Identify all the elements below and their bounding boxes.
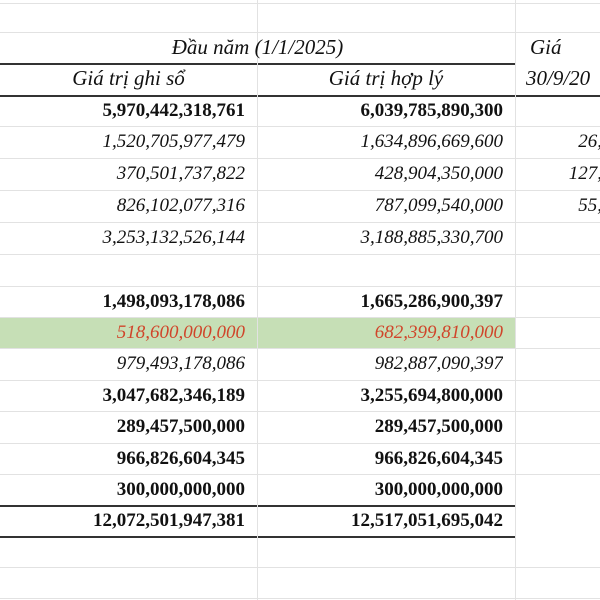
gridline (0, 348, 600, 349)
gridline (0, 598, 600, 599)
cell-fair[interactable]: 6,039,785,890,300 (360, 100, 504, 121)
gridline (0, 411, 600, 412)
gridline (0, 443, 600, 444)
cell-next[interactable] (515, 505, 600, 536)
header-book-value: Giá trị ghi sổ (72, 66, 185, 90)
header-group-title: Đầu năm (1/1/2025) (171, 35, 344, 59)
cell-fair[interactable]: 12,517,051,695,042 (351, 510, 503, 531)
column-divider (515, 0, 516, 600)
cell-next[interactable]: 127, (568, 163, 600, 184)
cell-fair[interactable]: 3,188,885,330,700 (360, 227, 504, 248)
cell-next[interactable] (515, 286, 600, 317)
cell-next[interactable]: 55, (578, 195, 600, 216)
gridline (0, 3, 600, 4)
cell-next[interactable] (515, 254, 600, 285)
cell-fair[interactable]: 966,826,604,345 (374, 448, 503, 469)
cell-fair[interactable]: 682,399,810,000 (374, 322, 503, 343)
cell-next[interactable] (515, 348, 600, 379)
header-fair-value: Giá trị hợp lý (328, 66, 444, 90)
header-next-line1: Giá (530, 35, 562, 59)
gridline (0, 254, 600, 255)
cell-book[interactable]: 3,253,132,526,144 (102, 227, 246, 248)
cell-next[interactable] (515, 95, 600, 126)
cell-fair[interactable] (257, 254, 503, 285)
cell-book[interactable]: 289,457,500,000 (116, 416, 245, 437)
gridline (0, 536, 516, 538)
gridline (0, 158, 600, 159)
cell-book[interactable]: 826,102,077,316 (116, 195, 245, 216)
gridline (0, 380, 600, 381)
gridline (0, 317, 600, 318)
cell-fair[interactable]: 982,887,090,397 (374, 353, 503, 374)
cell-next[interactable] (515, 380, 600, 411)
cell-fair[interactable]: 300,000,000,000 (374, 479, 503, 500)
cell-fair[interactable]: 1,665,286,900,397 (360, 291, 504, 312)
gridline (0, 567, 600, 568)
cell-book[interactable]: 1,498,093,178,086 (102, 291, 246, 312)
cell-fair[interactable]: 3,255,694,800,000 (360, 385, 504, 406)
gridline (0, 32, 600, 33)
cell-book[interactable]: 518,600,000,000 (116, 322, 245, 343)
cell-book[interactable]: 12,072,501,947,381 (93, 510, 245, 531)
cell-book[interactable] (0, 254, 245, 285)
header-next-line2: 30/9/20 (526, 66, 591, 90)
cell-next[interactable] (515, 411, 600, 442)
cell-fair[interactable]: 428,904,350,000 (374, 163, 503, 184)
cell-fair[interactable]: 289,457,500,000 (374, 416, 503, 437)
cell-book[interactable]: 5,970,442,318,761 (102, 100, 246, 121)
cell-next[interactable] (515, 317, 600, 348)
cell-fair[interactable]: 1,634,896,669,600 (360, 131, 504, 152)
gridline (0, 190, 600, 191)
cell-book[interactable]: 3,047,682,346,189 (102, 385, 246, 406)
gridline (0, 474, 600, 475)
cell-book[interactable]: 300,000,000,000 (116, 479, 245, 500)
gridline (0, 286, 600, 287)
cell-book[interactable]: 966,826,604,345 (116, 448, 245, 469)
cell-book[interactable]: 1,520,705,977,479 (102, 131, 246, 152)
cell-fair[interactable]: 787,099,540,000 (374, 195, 503, 216)
column-divider (257, 0, 258, 600)
cell-next[interactable] (515, 222, 600, 253)
cell-book[interactable]: 370,501,737,822 (116, 163, 245, 184)
cell-next[interactable]: 26, (578, 131, 600, 152)
gridline (0, 126, 600, 127)
highlight-row-fill (0, 317, 516, 348)
cell-next[interactable] (515, 443, 600, 474)
gridline (0, 222, 600, 223)
cell-next[interactable] (515, 474, 600, 505)
gridline (0, 505, 516, 507)
gridline (0, 95, 600, 97)
cell-book[interactable]: 979,493,178,086 (116, 353, 245, 374)
